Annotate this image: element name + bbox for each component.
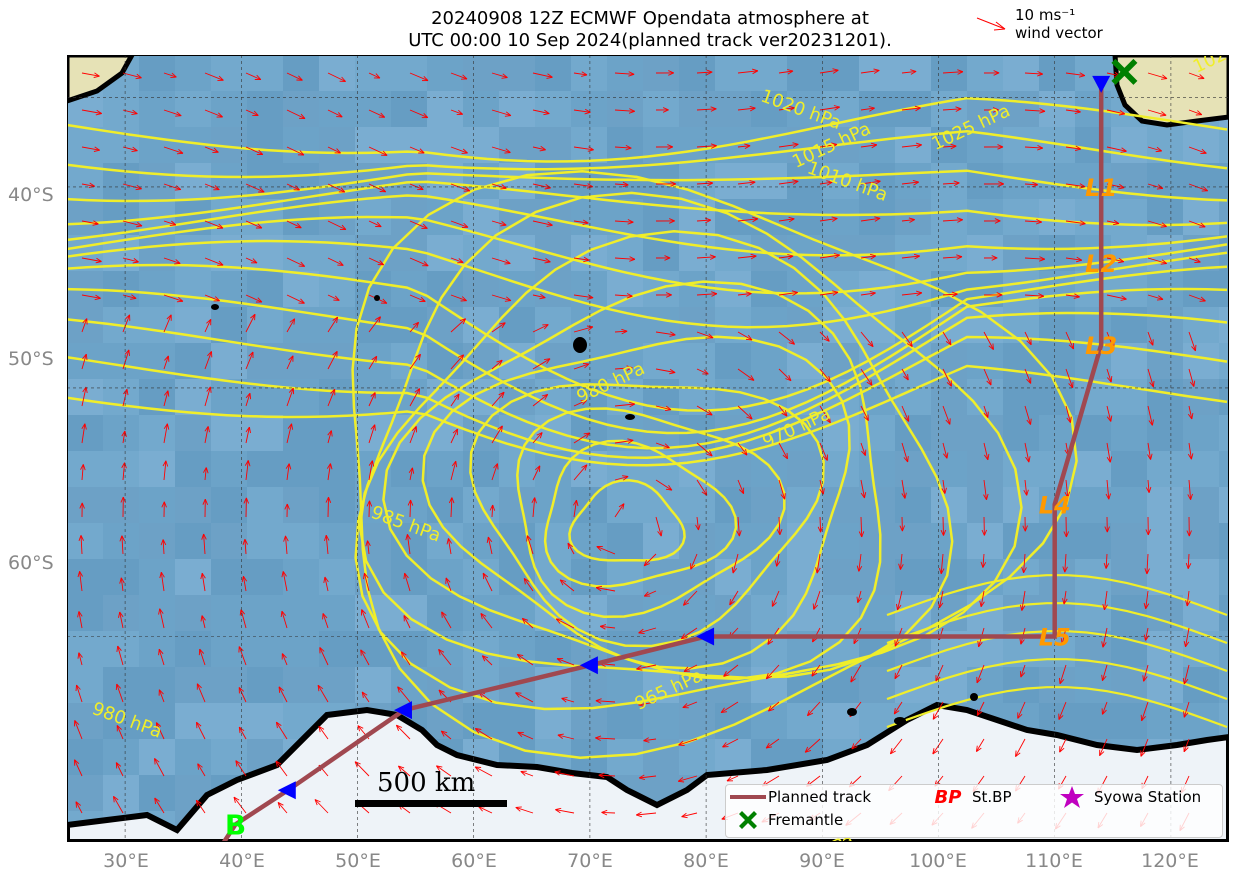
waypoint-label: L2 [1085,250,1117,278]
title-line-2: UTC 00:00 10 Sep 2024(planned track ver2… [408,30,892,51]
planned-track-layer: L1 L2 L3 L4 L5 B BP [221,58,1138,842]
planned-track-line [221,80,1104,842]
lon-label-70e: 70°E [567,850,613,872]
wind-key-arrow-icon [976,17,1006,31]
waypoint-label: L4 [1039,491,1071,519]
lat-label-60s: 60°S [8,552,54,574]
lon-label-80e: 80°E [683,850,729,872]
track-day-marker [393,701,412,720]
legend-item-planned-track: Planned track [728,787,871,807]
legend-fremantle-label: Fremantle [768,811,844,829]
scale-bar [355,800,507,807]
lon-label-40e: 40°E [219,850,265,872]
lon-label-50e: 50°E [335,850,381,872]
waypoint-label: L3 [1085,332,1117,360]
map-title: 20240908 12Z ECMWF Opendata atmosphere a… [340,8,960,52]
track-day-marker [579,656,598,675]
waypoint-label: L5 [1039,623,1071,651]
fremantle-marker [1111,58,1138,85]
track-day-marker [277,781,296,800]
legend-item-fremantle: Fremantle [728,810,843,830]
africa-landmass [67,55,135,104]
legend-st-bp-label: St.BP [972,788,1012,806]
lon-label-120e: 120°E [1141,850,1199,872]
wind-key-label: wind vector [1015,24,1103,42]
legend-item-st-bp: BP St.BP [924,786,1012,808]
lon-label-100e: 100°E [909,850,967,872]
lon-label-30e: 30°E [103,850,149,872]
lon-label-90e: 90°E [799,850,845,872]
lat-label-40s: 40°S [8,184,54,206]
legend-planned-track-label: Planned track [768,788,872,806]
magenta-star-icon [1060,786,1084,808]
lat-label-50s: 50°S [8,348,54,370]
scale-bar-label: 500 km [377,768,476,798]
bp-symbol-icon: BP [934,786,962,808]
title-line-1: 20240908 12Z ECMWF Opendata atmosphere a… [431,8,869,29]
station-b-label: B [225,808,246,841]
isobar-contours [67,96,1228,760]
wind-key-unit: 10 ms⁻¹ [1015,6,1076,24]
legend-item-syowa: Syowa Station [1050,786,1202,808]
australia-landmass [1112,55,1229,128]
lon-label-110e: 110°E [1025,850,1083,872]
legend-syowa-label: Syowa Station [1094,788,1202,806]
track-day-marker [1092,75,1111,93]
waypoint-label: L1 [1085,174,1117,202]
lon-label-60e: 60°E [451,850,497,872]
track-line-icon [730,795,766,799]
map-frame [67,55,1229,842]
map-legend: Planned track Fremantle BP St.BP Syowa S… [725,784,1223,838]
track-day-marker [696,627,715,646]
green-x-icon [739,811,757,829]
islands [211,295,978,725]
